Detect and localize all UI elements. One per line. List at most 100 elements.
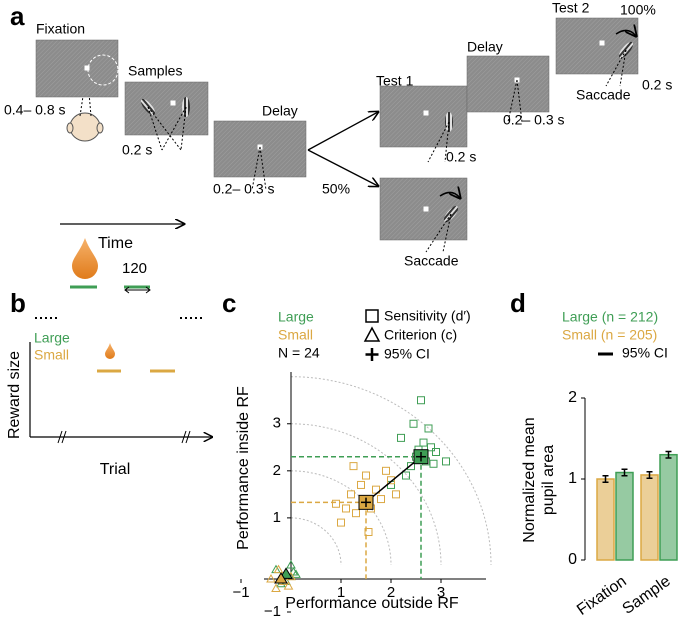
y-tick-label: 0 [568,551,577,568]
label: 0.2 s [446,149,476,165]
sensitivity-point [337,518,345,527]
observer-icon [66,69,104,142]
marker-legend-label: Sensitivity (d′) [384,308,471,324]
x-tick-label: −1 [232,584,249,601]
saccade-arrow [615,30,636,36]
gaze-line [161,106,187,151]
marker-legend-label: 95% CI [384,346,430,362]
gaze-line [147,106,163,151]
gaze-line [605,49,627,87]
label: 0.2– 0.3 s [213,181,275,197]
stimulus-screen [124,81,209,136]
sensitivity-point [357,480,365,489]
fixation-point [84,65,90,71]
receptive-field [87,54,119,86]
iso-sensitivity-arc [290,376,492,565]
gaze-line [147,106,182,151]
stimulus-screen [379,85,468,148]
x-axis-label: Performance outside RF [285,595,459,612]
label: Samples [128,63,182,79]
bar [615,471,634,561]
bar [659,453,678,561]
label: Saccade [576,87,631,103]
saccade-arrow [439,192,460,198]
branch-arrow [307,149,378,186]
sample-size: N = 24 [278,345,320,361]
legend-cross [365,348,379,361]
criterion-point [273,564,284,574]
criterion-point [291,569,301,578]
legend-small: Small [34,347,69,363]
marker-legend-label: Criterion (c) [384,327,457,343]
x-axis-label: Trial [100,461,131,478]
stimulus-screen [35,39,119,98]
label: Time [98,235,133,252]
gaze-line [251,146,261,191]
sensitivity-point [392,490,400,499]
panel-label: c [222,288,236,318]
legend-label: Small (n = 205) [562,327,657,343]
x-tick-label: 3 [437,584,445,601]
sensitivity-point [424,424,433,433]
gaze-line [516,79,523,123]
sensitivity-point [442,457,450,466]
y-tick-label: 1 [568,470,577,487]
stimulus-screen [466,55,550,113]
legend-square [365,309,379,323]
sensitivity-point [362,471,370,480]
interval-label: 120 [122,260,147,277]
legend-triangle [363,326,381,342]
y-tick-label: −1 [264,603,281,620]
criterion-point [266,574,276,583]
legend-large: Large [34,330,70,346]
label: Delay [467,39,503,55]
gaze-line [180,106,187,151]
sensitivity-point [419,438,428,447]
x-tick-label: 2 [387,584,395,601]
gaze-line [425,213,452,253]
sensitivity-point [429,459,438,468]
criterion-point [271,583,281,592]
sensitivity-point [417,396,425,405]
panel-label: a [10,1,25,31]
y-tick-label: 1 [273,509,281,526]
iso-sensitivity-arc [290,423,442,565]
x-tick-label: 1 [337,584,345,601]
sensitivity-point [347,490,355,499]
gaze-line [427,121,450,163]
y-tick-label: 3 [273,415,281,432]
iso-sensitivity-arc [290,470,392,565]
criterion-point [283,581,294,590]
sensitivity-point [364,528,373,536]
y-axis-label: Reward size [6,351,23,439]
error-bar [621,468,628,477]
fixation-point [423,110,429,116]
bar [596,478,615,561]
label: 0.2– 0.3 s [503,112,565,128]
mean-connector [365,456,422,503]
reward-schematic [29,238,212,444]
sensitivity-point [397,433,405,442]
gaze-line [507,79,518,123]
sensitivity-point [432,448,440,456]
label: Test 1 [376,73,414,89]
sensitivity-point [407,462,415,471]
label: 0.2 s [122,142,152,158]
mean-criterion [274,572,288,584]
label: Saccade [404,253,459,269]
y-axis-label: Performance inside RF [235,386,252,550]
label: 0.4– 0.8 s [4,102,66,118]
label: Delay [262,103,298,119]
y-tick-label: 2 [568,389,577,406]
sensitivity-point [342,504,350,513]
fixation-point [423,206,429,212]
x-tick-label: Sample [620,573,674,618]
bar [640,474,659,561]
sensitivity-point [387,476,395,485]
gaze-line [259,146,267,191]
sensitivity-point [402,471,410,480]
branch-arrow [307,112,378,151]
